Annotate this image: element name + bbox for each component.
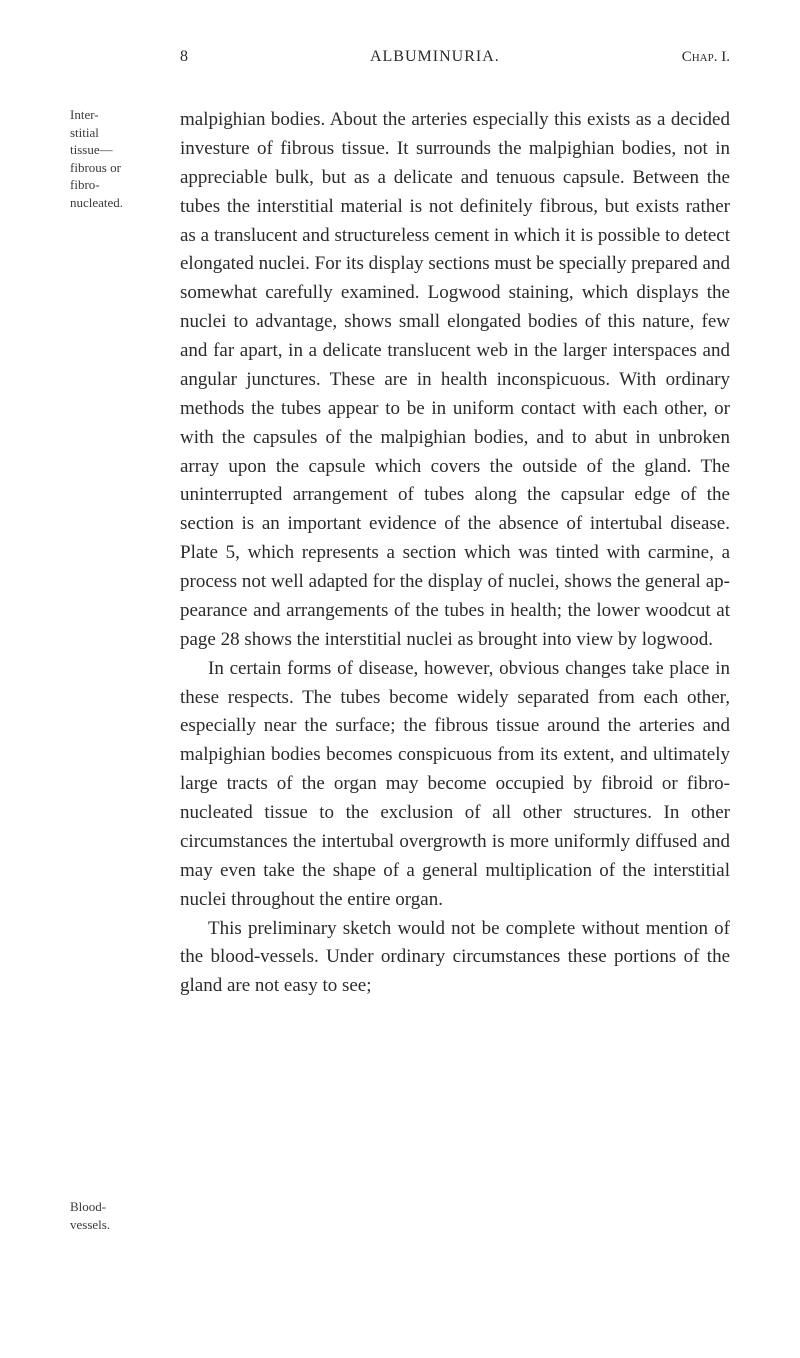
- margin-note-blood-vessels: Blood- vessels.: [70, 1198, 110, 1233]
- margin-note-line: stitial: [70, 125, 99, 140]
- main-text-column: malpighian bodies. About the arteries es…: [180, 106, 730, 1001]
- chapter-label: Chap. I.: [682, 49, 730, 66]
- running-title: ALBUMINURIA.: [370, 48, 500, 66]
- paragraph: In certain forms of disease, however, ob…: [180, 655, 730, 915]
- paragraph: This preliminary sketch would not be com…: [180, 915, 730, 1002]
- margin-note-line: vessels.: [70, 1217, 110, 1232]
- margin-note-line: tissue—: [70, 142, 113, 157]
- running-header: 8 ALBUMINURIA. Chap. I.: [70, 48, 730, 66]
- margin-note-line: fibrous or: [70, 160, 121, 175]
- margin-note-line: Blood-: [70, 1199, 106, 1214]
- paragraph: malpighian bodies. About the arteries es…: [180, 106, 730, 655]
- page-number: 8: [180, 48, 188, 66]
- content-area: Inter- stitial tissue— fibrous or fibro-…: [70, 106, 730, 1001]
- margin-notes-column: Inter- stitial tissue— fibrous or fibro-…: [70, 106, 160, 1001]
- margin-note-line: Inter-: [70, 107, 99, 122]
- margin-note-line: fibro-: [70, 177, 100, 192]
- margin-note-interstitial: Inter- stitial tissue— fibrous or fibro-…: [70, 106, 123, 211]
- margin-note-line: nucleated.: [70, 195, 123, 210]
